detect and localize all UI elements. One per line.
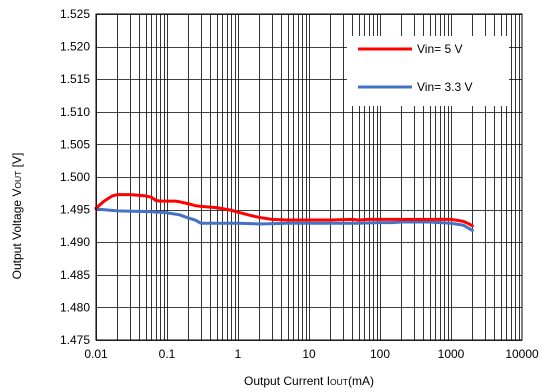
y-tick-label: 1.520 bbox=[60, 40, 90, 54]
x-axis-label: Output Current IOUT(mA) bbox=[244, 374, 374, 388]
y-tick-label: 1.515 bbox=[60, 72, 90, 86]
x-tick-labels: 0.01 0.1 1 10 100 1000 10000 bbox=[84, 347, 539, 361]
x-tick-label: 100 bbox=[370, 347, 390, 361]
y-tick-label: 1.525 bbox=[60, 7, 90, 21]
x-tick-label: 0.01 bbox=[84, 347, 108, 361]
y-tick-label: 1.480 bbox=[60, 300, 90, 314]
x-tick-label: 10000 bbox=[505, 347, 539, 361]
plot-frame bbox=[95, 13, 523, 341]
series-line-1 bbox=[94, 207, 474, 232]
y-tick-label: 1.490 bbox=[60, 235, 90, 249]
legend-label-vin-3v3: Vin= 3.3 V bbox=[417, 80, 473, 94]
y-tick-label: 1.505 bbox=[60, 137, 90, 151]
series-lines bbox=[94, 193, 474, 232]
y-tick-label: 1.495 bbox=[60, 203, 90, 217]
legend-label-vin-5v: Vin= 5 V bbox=[417, 42, 462, 56]
series-line-0 bbox=[94, 193, 474, 228]
y-tick-labels: 1.475 1.480 1.485 1.490 1.495 1.500 1.505 1.510… bbox=[60, 7, 90, 347]
y-tick-label: 1.475 bbox=[60, 333, 90, 347]
x-tick-label: 1000 bbox=[438, 347, 465, 361]
x-tick-label: 1 bbox=[235, 347, 242, 361]
y-tick-label: 1.510 bbox=[60, 105, 90, 119]
y-tick-label: 1.500 bbox=[60, 170, 90, 184]
y-tick-label: 1.485 bbox=[60, 268, 90, 282]
x-tick-label: 10 bbox=[302, 347, 316, 361]
x-tick-label: 0.1 bbox=[159, 347, 176, 361]
y-axis-label: Output Voltage VOUT [V] bbox=[10, 153, 24, 280]
legend: Vin= 5 V Vin= 3.3 V bbox=[347, 36, 509, 106]
